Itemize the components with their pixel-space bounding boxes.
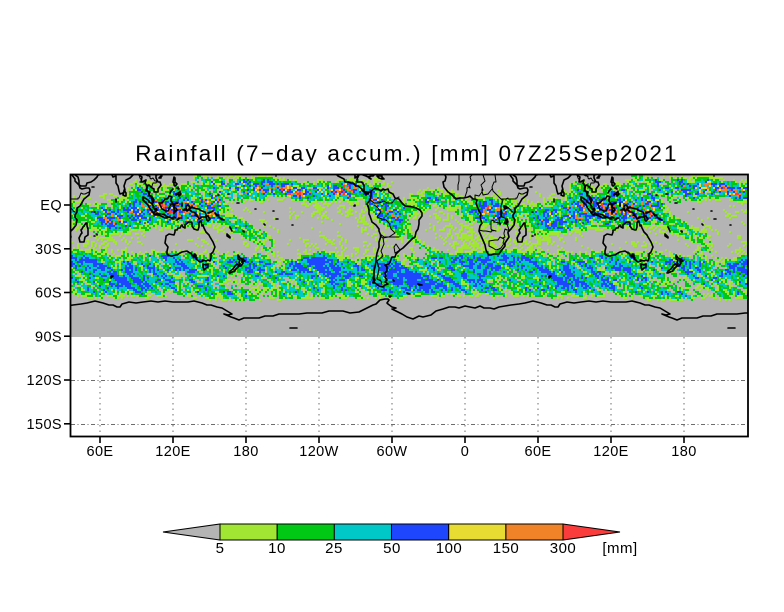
svg-text:120E: 120E: [155, 444, 190, 460]
svg-text:100: 100: [436, 540, 463, 557]
svg-text:150S: 150S: [27, 417, 62, 433]
svg-text:10: 10: [268, 540, 286, 557]
svg-text:180: 180: [671, 444, 696, 460]
svg-text:60E: 60E: [87, 444, 114, 460]
svg-text:60E: 60E: [525, 444, 552, 460]
svg-text:120S: 120S: [27, 373, 62, 389]
svg-text:180: 180: [233, 444, 258, 460]
svg-text:25: 25: [325, 540, 343, 557]
svg-text:0: 0: [461, 444, 469, 460]
svg-text:300: 300: [550, 540, 577, 557]
svg-text:150: 150: [493, 540, 520, 557]
svg-text:50: 50: [383, 540, 401, 557]
svg-text:Rainfall (7−day accum.) [mm] 0: Rainfall (7−day accum.) [mm] 07Z25Sep202…: [135, 141, 679, 166]
svg-text:90S: 90S: [35, 329, 62, 345]
svg-text:120E: 120E: [593, 444, 628, 460]
svg-text:EQ: EQ: [40, 198, 62, 214]
svg-text:120W: 120W: [299, 444, 338, 460]
svg-text:60S: 60S: [35, 286, 62, 302]
svg-text:30S: 30S: [35, 242, 62, 258]
svg-text:[mm]: [mm]: [602, 540, 637, 557]
svg-text:60W: 60W: [376, 444, 407, 460]
svg-text:5: 5: [216, 540, 225, 557]
